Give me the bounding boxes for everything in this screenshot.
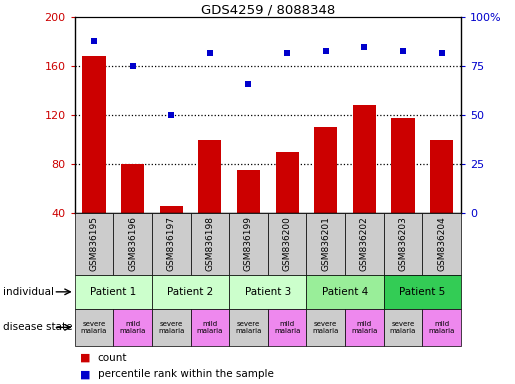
Text: GSM836202: GSM836202 [360, 217, 369, 271]
Text: severe
malaria: severe malaria [390, 321, 416, 334]
Bar [276, 152, 299, 213]
Bar [430, 140, 453, 213]
Text: severe
malaria: severe malaria [158, 321, 184, 334]
Text: mild
malaria: mild malaria [351, 321, 377, 334]
Text: GSM836197: GSM836197 [167, 216, 176, 271]
Text: mild
malaria: mild malaria [119, 321, 146, 334]
Point [321, 48, 330, 54]
Text: severe
malaria: severe malaria [313, 321, 339, 334]
Point [90, 38, 98, 44]
Bar [75, 309, 113, 346]
Bar [75, 275, 152, 309]
Bar [229, 213, 268, 275]
Text: GSM836200: GSM836200 [283, 217, 291, 271]
Bar [345, 309, 384, 346]
Bar [422, 309, 461, 346]
Title: GDS4259 / 8088348: GDS4259 / 8088348 [201, 3, 335, 16]
Text: GSM836195: GSM836195 [90, 216, 98, 271]
Text: count: count [98, 353, 127, 363]
Point [244, 81, 252, 87]
Bar [152, 309, 191, 346]
Bar [314, 127, 337, 213]
Text: ■: ■ [80, 353, 90, 363]
Point [167, 112, 175, 118]
Bar [353, 106, 376, 213]
Bar [391, 118, 415, 213]
Bar [268, 309, 306, 346]
Bar [191, 213, 229, 275]
Text: Patient 4: Patient 4 [322, 287, 368, 297]
Bar [113, 213, 152, 275]
Point [283, 50, 291, 56]
Text: GSM836204: GSM836204 [437, 217, 446, 271]
Bar [160, 206, 183, 213]
Bar [113, 309, 152, 346]
Text: severe
malaria: severe malaria [235, 321, 262, 334]
Point [438, 50, 446, 56]
Bar [345, 213, 384, 275]
Text: mild
malaria: mild malaria [274, 321, 300, 334]
Text: GSM836203: GSM836203 [399, 217, 407, 271]
Bar [198, 140, 221, 213]
Bar [268, 213, 306, 275]
Text: percentile rank within the sample: percentile rank within the sample [98, 369, 274, 379]
Text: Patient 1: Patient 1 [90, 287, 136, 297]
Text: Patient 2: Patient 2 [167, 287, 214, 297]
Text: ■: ■ [80, 369, 90, 379]
Bar [152, 275, 229, 309]
Text: GSM836196: GSM836196 [128, 216, 137, 271]
Bar [306, 309, 345, 346]
Text: GSM836199: GSM836199 [244, 216, 253, 271]
Bar [121, 164, 144, 213]
Bar [384, 275, 461, 309]
Point [360, 44, 369, 50]
Point [206, 50, 214, 56]
Point [129, 63, 137, 70]
Bar [237, 170, 260, 213]
Bar [75, 213, 113, 275]
Bar [422, 213, 461, 275]
Text: GSM836198: GSM836198 [205, 216, 214, 271]
Bar [229, 309, 268, 346]
Text: disease state: disease state [3, 322, 72, 333]
Bar [191, 309, 229, 346]
Bar [384, 309, 422, 346]
Point [399, 48, 407, 54]
Text: mild
malaria: mild malaria [428, 321, 455, 334]
Text: Patient 5: Patient 5 [399, 287, 445, 297]
Bar [229, 275, 306, 309]
Bar [306, 275, 384, 309]
Text: mild
malaria: mild malaria [197, 321, 223, 334]
Bar [82, 56, 106, 213]
Text: severe
malaria: severe malaria [81, 321, 107, 334]
Text: GSM836201: GSM836201 [321, 217, 330, 271]
Text: individual: individual [3, 287, 54, 297]
Bar [384, 213, 422, 275]
Text: Patient 3: Patient 3 [245, 287, 291, 297]
Bar [306, 213, 345, 275]
Bar [152, 213, 191, 275]
